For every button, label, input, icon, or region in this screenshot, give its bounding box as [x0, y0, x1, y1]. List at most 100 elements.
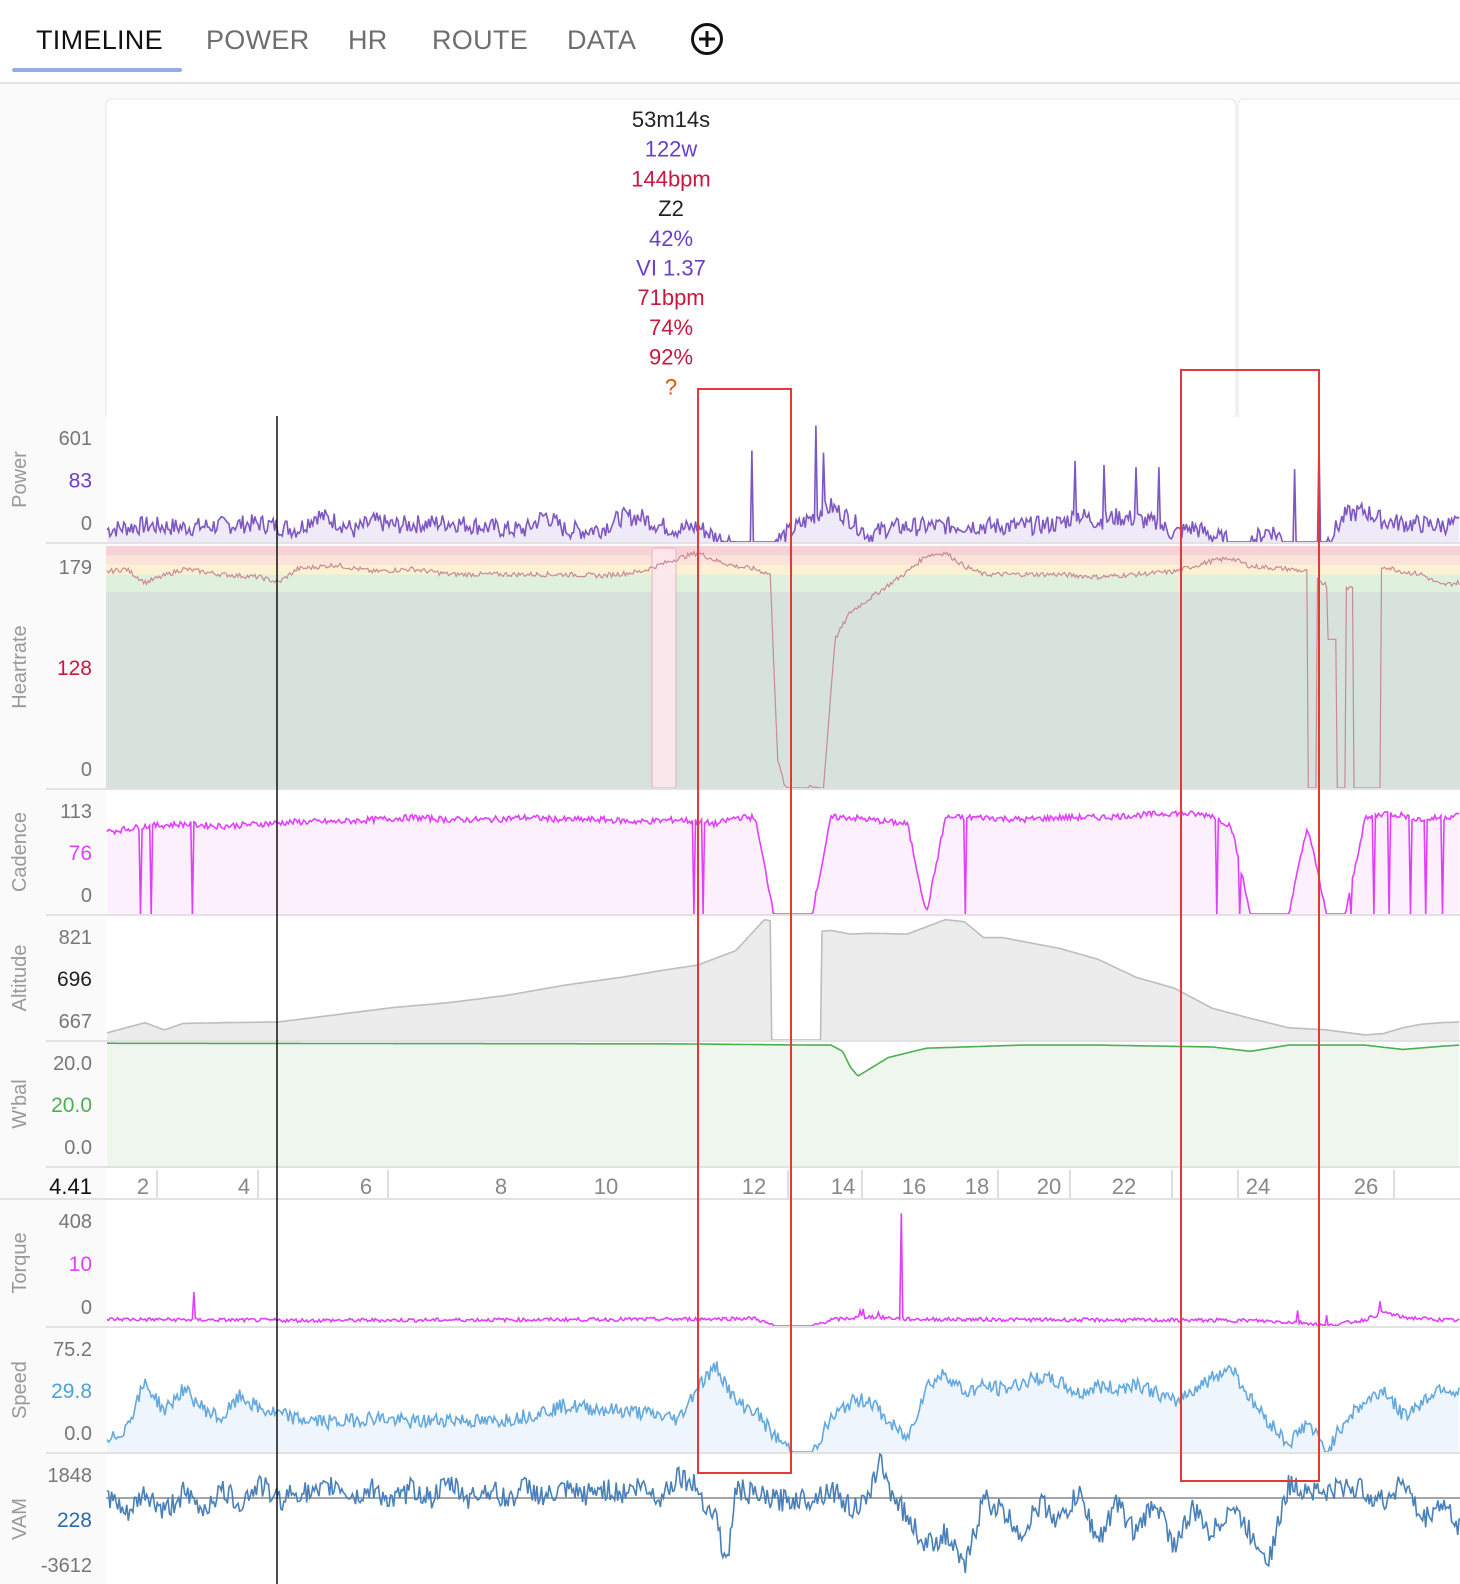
x-tick-label: 14 [831, 1174, 855, 1199]
tab-power[interactable]: POWER [206, 25, 310, 55]
hr-zone-band [106, 591, 1460, 788]
timeline-chart[interactable]: 53m14s 122w 144bpm Z2 42% VI 1.37 71bpm 74% 92%?… [0, 84, 1460, 1584]
axis-title: Heartrate [9, 625, 31, 708]
panel-cadence: 113 76 0 Cadence [0, 790, 1460, 916]
axis-area [0, 417, 105, 542]
tick-max: 601 [59, 428, 92, 450]
tick-avg: 228 [57, 1509, 92, 1532]
summary-line: 144bpm [631, 166, 711, 191]
axis-area [0, 790, 105, 914]
summary-line: 92% [649, 345, 693, 370]
tab-timeline[interactable]: TIMELINE [36, 25, 163, 55]
hr-zone-band [106, 546, 1460, 556]
axis-title: Speed [9, 1361, 31, 1419]
series-line [106, 550, 1460, 789]
tick-min: 0.0 [64, 1137, 92, 1159]
axis-title: Cadence [9, 812, 31, 892]
highlight-box [1180, 369, 1320, 1482]
x-tick-label: 12 [742, 1174, 766, 1199]
x-tick-label: 2 [137, 1174, 149, 1199]
plot-area [106, 417, 1460, 542]
tick-min: 0 [81, 1297, 92, 1319]
tick-avg: 20.0 [51, 1094, 92, 1117]
summary-line: 122w [645, 137, 698, 162]
x-axis: 4.41 2 4 6 8 10 12 14 16 18 20 22 24 26 [0, 1168, 1460, 1200]
axis-area [0, 1328, 105, 1452]
tick-avg: 696 [57, 968, 92, 991]
selection-marker [651, 547, 677, 789]
tick-avg: 29.8 [51, 1380, 92, 1403]
axis-area [0, 1200, 105, 1326]
series-area [107, 811, 1460, 914]
hr-zone-band [106, 574, 1460, 592]
interval-summary: 53m14s 122w 144bpm Z2 42% VI 1.37 71bpm 74% 92%? [631, 107, 711, 399]
axis-title: Power [9, 451, 31, 508]
series-area [107, 425, 1460, 542]
tick-max: 408 [59, 1211, 92, 1233]
panel-power: 601 83 0 Power [0, 417, 1460, 545]
tab-route[interactable]: ROUTE [432, 25, 528, 55]
axis-title: W'bal [9, 1079, 31, 1128]
tick-min: -3612 [41, 1555, 92, 1577]
active-tab-indicator [12, 68, 182, 72]
tick-min: 0.0 [64, 1423, 92, 1445]
panel-wbal: 20.0 20.0 0.0 W'bal [0, 1042, 1460, 1168]
tick-avg: 10 [69, 1253, 92, 1276]
tab-data[interactable]: DATA [567, 25, 637, 55]
x-tick-label: 10 [594, 1174, 618, 1199]
x-tick-label: 8 [495, 1174, 507, 1199]
plus-circle-icon[interactable] [690, 22, 724, 56]
cursor-value: 4.41 [49, 1174, 92, 1199]
plot-area [106, 1454, 1460, 1584]
x-tick-label: 6 [360, 1174, 372, 1199]
summary-line: 71bpm [637, 285, 704, 310]
tick-min: 0 [81, 759, 92, 781]
hr-zone-band [106, 555, 1460, 565]
panel-torque: 408 10 0 Torque [0, 1200, 1460, 1328]
tick-min: 0 [81, 513, 92, 535]
series-area [107, 1361, 1460, 1452]
series-line [106, 1361, 1460, 1454]
x-tick-label: 22 [1112, 1174, 1136, 1199]
tick-max: 113 [60, 801, 92, 823]
tick-max: 821 [59, 927, 92, 949]
summary-line: VI 1.37 [636, 256, 706, 281]
panel-altitude: 821 696 667 Altitude [0, 916, 1460, 1042]
x-tick-label: 20 [1037, 1174, 1061, 1199]
summary-line: 53m14s [632, 107, 710, 132]
panel-heartrate: 179 128 0 Heartrate [0, 546, 1460, 790]
panel-vam: 1848 228 -3612 VAM [0, 1452, 1460, 1584]
x-tick-label: 4 [238, 1174, 250, 1199]
tick-avg: 128 [57, 657, 92, 680]
highlight-box [697, 388, 792, 1474]
tab-bar: TIMELINE POWER HR ROUTE DATA [0, 0, 1460, 84]
tick-avg: 76 [69, 842, 92, 865]
tick-min: 0 [81, 885, 92, 907]
tick-max: 179 [59, 557, 92, 579]
x-tick-label: 24 [1246, 1174, 1270, 1199]
tab-hr[interactable]: HR [348, 25, 388, 55]
summary-line: 74% [649, 315, 693, 340]
panel-speed: 75.2 29.8 0.0 Speed [0, 1328, 1460, 1454]
tick-avg: 83 [69, 470, 92, 493]
plot-area [106, 1200, 1460, 1326]
series-area [107, 919, 1460, 1040]
x-tick-label: 18 [965, 1174, 989, 1199]
hr-zone-band [106, 564, 1460, 575]
series-line [106, 1452, 1460, 1574]
tick-max: 75.2 [53, 1339, 92, 1361]
tick-max: 20.0 [53, 1053, 92, 1075]
x-tick-label: 26 [1354, 1174, 1378, 1199]
axis-area [0, 546, 105, 788]
tick-min: 667 [59, 1011, 92, 1033]
summary-line: ? [665, 374, 677, 399]
summary-line: 42% [649, 226, 693, 251]
x-tick-label: 16 [902, 1174, 926, 1199]
axis-title: VAM [9, 1498, 31, 1540]
series-line [107, 1042, 1460, 1077]
tick-max: 1848 [48, 1465, 93, 1487]
x-axis-bg [106, 1168, 1460, 1199]
axis-title: Torque [9, 1232, 31, 1293]
axis-area [0, 1042, 105, 1166]
axis-title: Altitude [9, 945, 31, 1012]
